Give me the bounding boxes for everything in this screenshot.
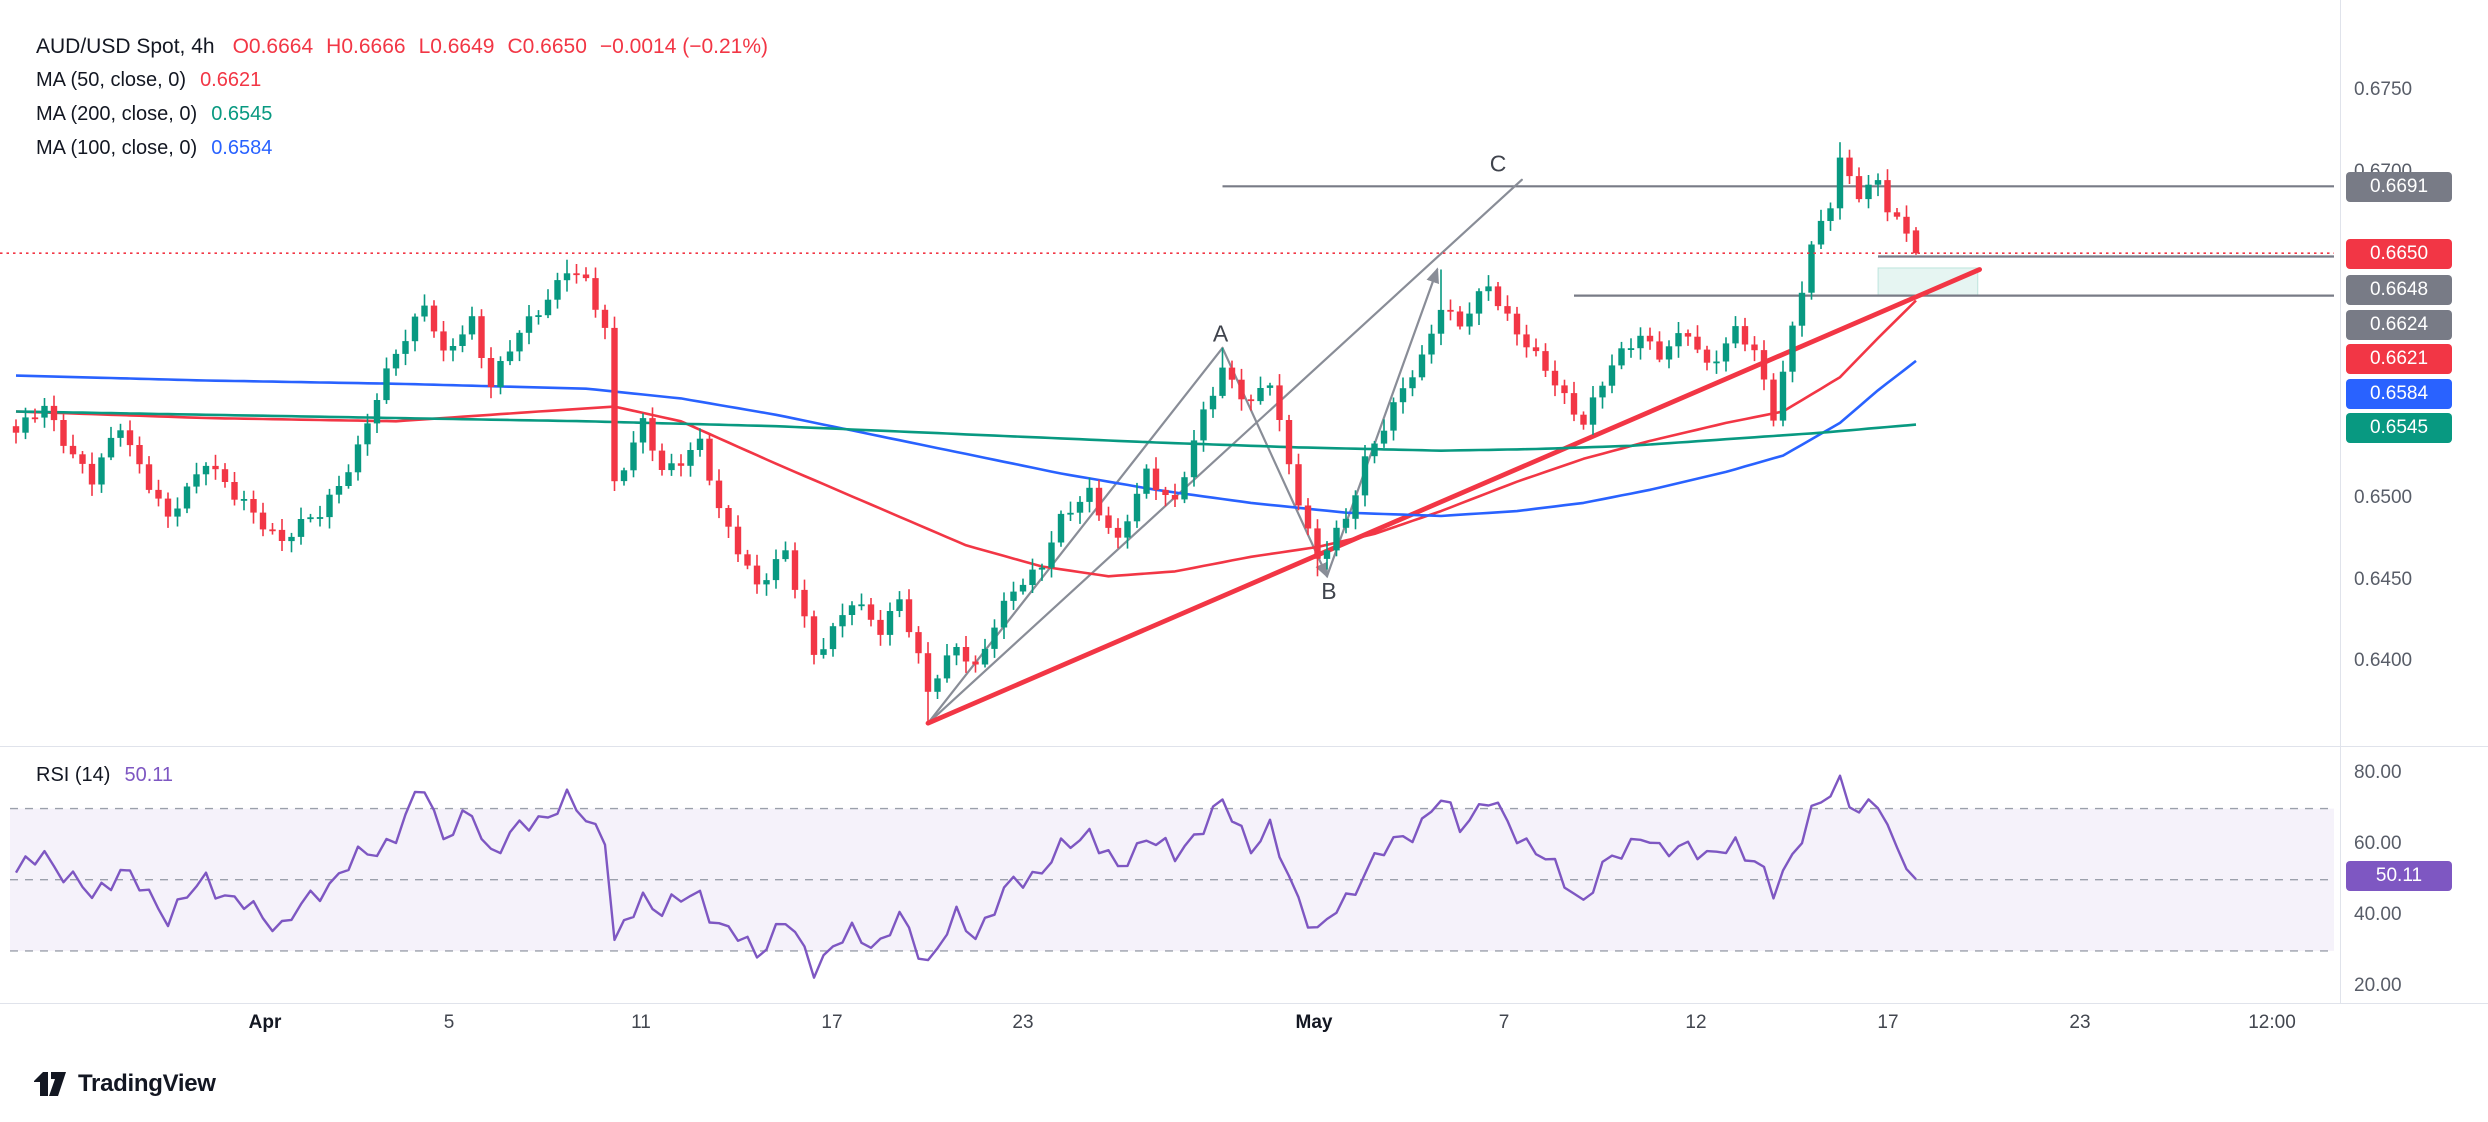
rsi-legend-row[interactable]: RSI (14) 50.11 xyxy=(36,764,173,787)
time-axis-label-5: 5 xyxy=(443,1012,455,1033)
time-axis-label-May: May xyxy=(1295,1012,1333,1033)
price-axis[interactable]: 0.67500.67000.65000.64500.64000.66910.66… xyxy=(2340,0,2488,1003)
price-axis-separator xyxy=(2340,0,2341,1003)
ma200-value: 0.6545 xyxy=(211,103,273,125)
time-axis-label-Apr: Apr xyxy=(248,1012,282,1033)
close-value: C0.6650 xyxy=(507,35,587,58)
rsi-label: RSI (14) xyxy=(36,764,111,786)
time-axis-label-12: 12 xyxy=(1685,1012,1707,1033)
rsi-badge: 50.11 xyxy=(2346,861,2452,891)
time-axis-label-23: 23 xyxy=(2069,1012,2091,1033)
trendline-origin-to-A[interactable] xyxy=(926,346,1224,725)
symbol-legend-row[interactable]: AUD/USD Spot, 4h O0.6664 H0.6666 L0.6649… xyxy=(36,34,768,59)
tradingview-logo[interactable]: TradingView xyxy=(32,1070,216,1098)
time-axis-label-23: 23 xyxy=(1012,1012,1034,1033)
open-value: O0.6664 xyxy=(232,35,314,58)
red-support-trendline[interactable] xyxy=(925,267,1982,726)
ma100-line xyxy=(15,359,1917,518)
price-axis-label-0.6750: 0.6750 xyxy=(2354,79,2413,100)
tradingview-mark-icon xyxy=(34,1072,66,1096)
price-axis-label-0.6400: 0.6400 xyxy=(2354,650,2413,672)
ma200-label: MA (200, close, 0) xyxy=(36,103,198,125)
price-badge-0.6648: 0.6648 xyxy=(2346,275,2452,305)
price-axis-label-0.6500: 0.6500 xyxy=(2354,487,2413,508)
pane-separator[interactable] xyxy=(0,746,2488,747)
high-value: H0.6666 xyxy=(326,35,406,58)
trendline-origin-to-C[interactable] xyxy=(926,178,1523,725)
rsi-value: 50.11 xyxy=(124,764,174,786)
change-value: −0.0014 (−0.21%) xyxy=(599,35,769,58)
tradingview-logo-text: TradingView xyxy=(78,1070,216,1097)
pattern-label-B[interactable]: B xyxy=(1321,578,1336,604)
ma100-value: 0.6584 xyxy=(211,137,273,159)
ma50-line xyxy=(15,299,1917,578)
price-badge-0.6584: 0.6584 xyxy=(2346,379,2452,409)
price-badge-0.6621: 0.6621 xyxy=(2346,344,2452,374)
legend: AUD/USD Spot, 4h O0.6664 H0.6666 L0.6649… xyxy=(36,34,768,161)
rsi-axis-label-20.00: 20.00 xyxy=(2354,975,2402,997)
price-axis-label-0.6450: 0.6450 xyxy=(2354,568,2413,590)
ma100-label: MA (100, close, 0) xyxy=(36,137,198,159)
symbol-title: AUD/USD Spot, 4h xyxy=(36,35,215,58)
ohlc-values: O0.6664 H0.6666 L0.6649 C0.6650 −0.0014 … xyxy=(233,34,768,59)
price-badge-0.6691: 0.6691 xyxy=(2346,172,2452,202)
ma200-line xyxy=(15,410,1917,453)
time-axis-label-11: 11 xyxy=(631,1012,651,1033)
pattern-label-A[interactable]: A xyxy=(1213,320,1229,346)
ma200-legend-row[interactable]: MA (200, close, 0) 0.6545 xyxy=(36,102,768,127)
price-badge-0.6650: 0.6650 xyxy=(2346,239,2452,269)
price-badge-0.6624: 0.6624 xyxy=(2346,310,2452,340)
pattern-label-C[interactable]: C xyxy=(1490,151,1507,177)
time-axis-label-7: 7 xyxy=(1498,1012,1510,1033)
rsi-line xyxy=(14,774,1917,979)
time-axis-label-12:00: 12:00 xyxy=(2248,1012,2296,1033)
candlestick-series xyxy=(12,142,1920,724)
time-axis-separator xyxy=(0,1003,2488,1004)
time-axis-label-17: 17 xyxy=(1877,1012,1899,1033)
time-axis[interactable]: Apr 5 11 17 23 May 7 12 17 23 12:00 xyxy=(0,1004,2488,1048)
ma100-legend-row[interactable]: MA (100, close, 0) 0.6584 xyxy=(36,136,768,161)
price-badge-0.6545: 0.6545 xyxy=(2346,413,2452,443)
ma50-value: 0.6621 xyxy=(200,69,262,91)
low-value: L0.6649 xyxy=(418,35,495,58)
ma50-legend-row[interactable]: MA (50, close, 0) 0.6621 xyxy=(36,68,768,93)
rsi-axis-label-40.00: 40.00 xyxy=(2354,904,2402,926)
time-axis-label-17: 17 xyxy=(821,1012,843,1033)
ma50-label: MA (50, close, 0) xyxy=(36,69,187,91)
rsi-axis-label-80.00: 80.00 xyxy=(2354,762,2402,783)
rsi-axis-label-60.00: 60.00 xyxy=(2354,833,2402,855)
trendline-A-to-B[interactable] xyxy=(1221,346,1329,579)
